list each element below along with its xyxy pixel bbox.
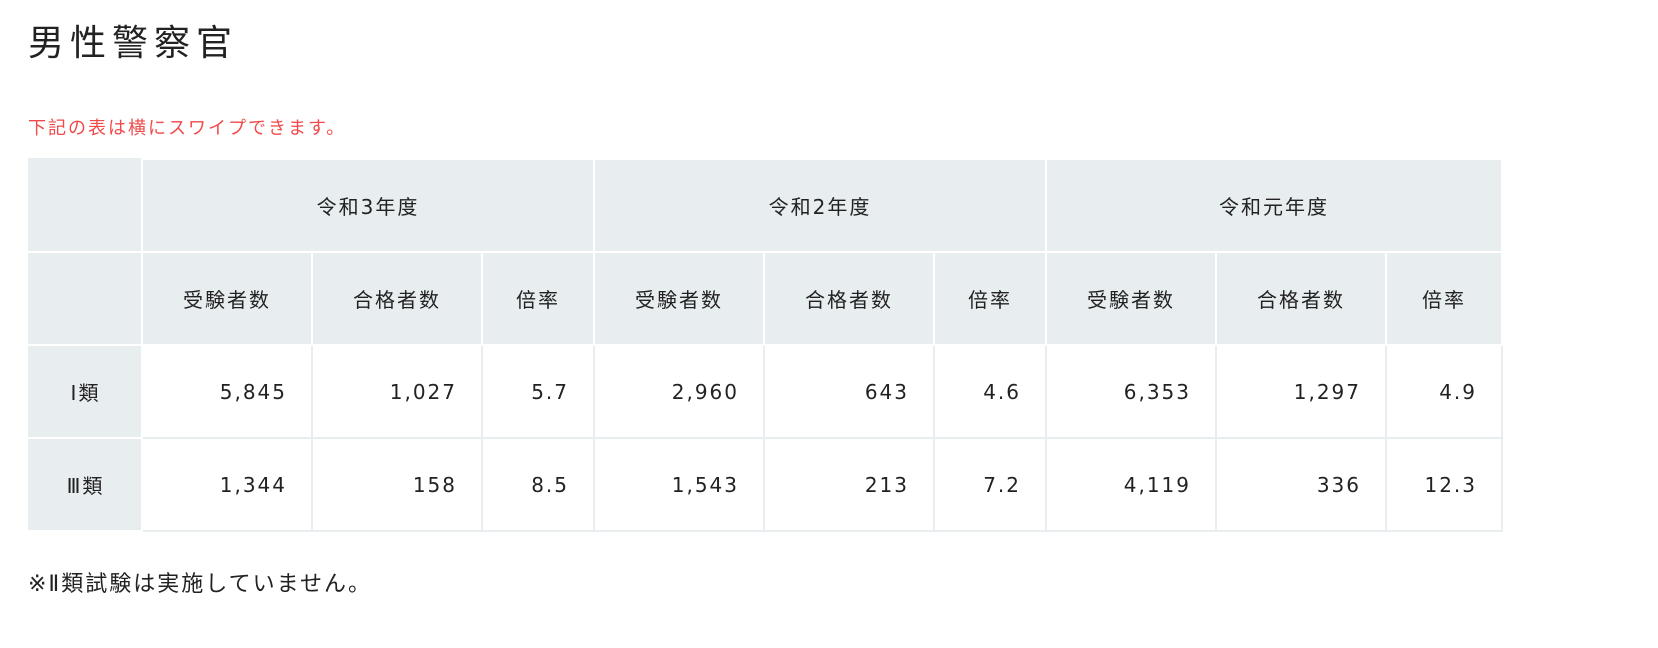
table-cell: 7.2 (933, 437, 1047, 532)
table-cell: 4,119 (1045, 437, 1217, 532)
table-row: Ⅰ類 5,845 1,027 5.7 2,960 643 4.6 6,353 1… (28, 344, 1503, 439)
column-header-row: 受験者数 合格者数 倍率 受験者数 合格者数 倍率 受験者数 合格者数 倍率 (28, 251, 1503, 346)
corner-cell (28, 251, 143, 346)
table-cell: 1,297 (1215, 344, 1387, 439)
column-header: 倍率 (933, 251, 1047, 346)
column-header: 合格者数 (311, 251, 483, 346)
year-header: 令和3年度 (141, 158, 595, 253)
column-header: 合格者数 (763, 251, 935, 346)
table-cell: 1,027 (311, 344, 483, 439)
table-cell: 5,845 (141, 344, 313, 439)
column-header: 倍率 (481, 251, 595, 346)
table-cell: 1,543 (593, 437, 765, 532)
footnote: ※Ⅱ類試験は実施していません。 (28, 572, 372, 597)
column-header: 合格者数 (1215, 251, 1387, 346)
table-row: Ⅲ類 1,344 158 8.5 1,543 213 7.2 4,119 336… (28, 437, 1503, 532)
table-cell: 5.7 (481, 344, 595, 439)
exam-results-table[interactable]: 令和3年度 令和2年度 令和元年度 受験者数 合格者数 倍率 受験者数 合格者数… (28, 158, 1503, 532)
table-cell: 4.6 (933, 344, 1047, 439)
year-header: 令和元年度 (1045, 158, 1503, 253)
row-header: Ⅲ類 (28, 437, 143, 532)
column-header: 倍率 (1385, 251, 1503, 346)
table-cell: 213 (763, 437, 935, 532)
column-header: 受験者数 (1045, 251, 1217, 346)
table-cell: 336 (1215, 437, 1387, 532)
year-header-row: 令和3年度 令和2年度 令和元年度 (28, 158, 1503, 253)
table-cell: 643 (763, 344, 935, 439)
table-cell: 158 (311, 437, 483, 532)
row-header: Ⅰ類 (28, 344, 143, 439)
column-header: 受験者数 (593, 251, 765, 346)
table-cell: 6,353 (1045, 344, 1217, 439)
year-header: 令和2年度 (593, 158, 1047, 253)
column-header: 受験者数 (141, 251, 313, 346)
table-cell: 1,344 (141, 437, 313, 532)
page-title: 男性警察官 (28, 23, 239, 64)
corner-cell (28, 158, 143, 253)
table-cell: 2,960 (593, 344, 765, 439)
table-cell: 12.3 (1385, 437, 1503, 532)
swipe-note: 下記の表は横にスワイプできます。 (28, 118, 347, 139)
table-cell: 4.9 (1385, 344, 1503, 439)
table-cell: 8.5 (481, 437, 595, 532)
